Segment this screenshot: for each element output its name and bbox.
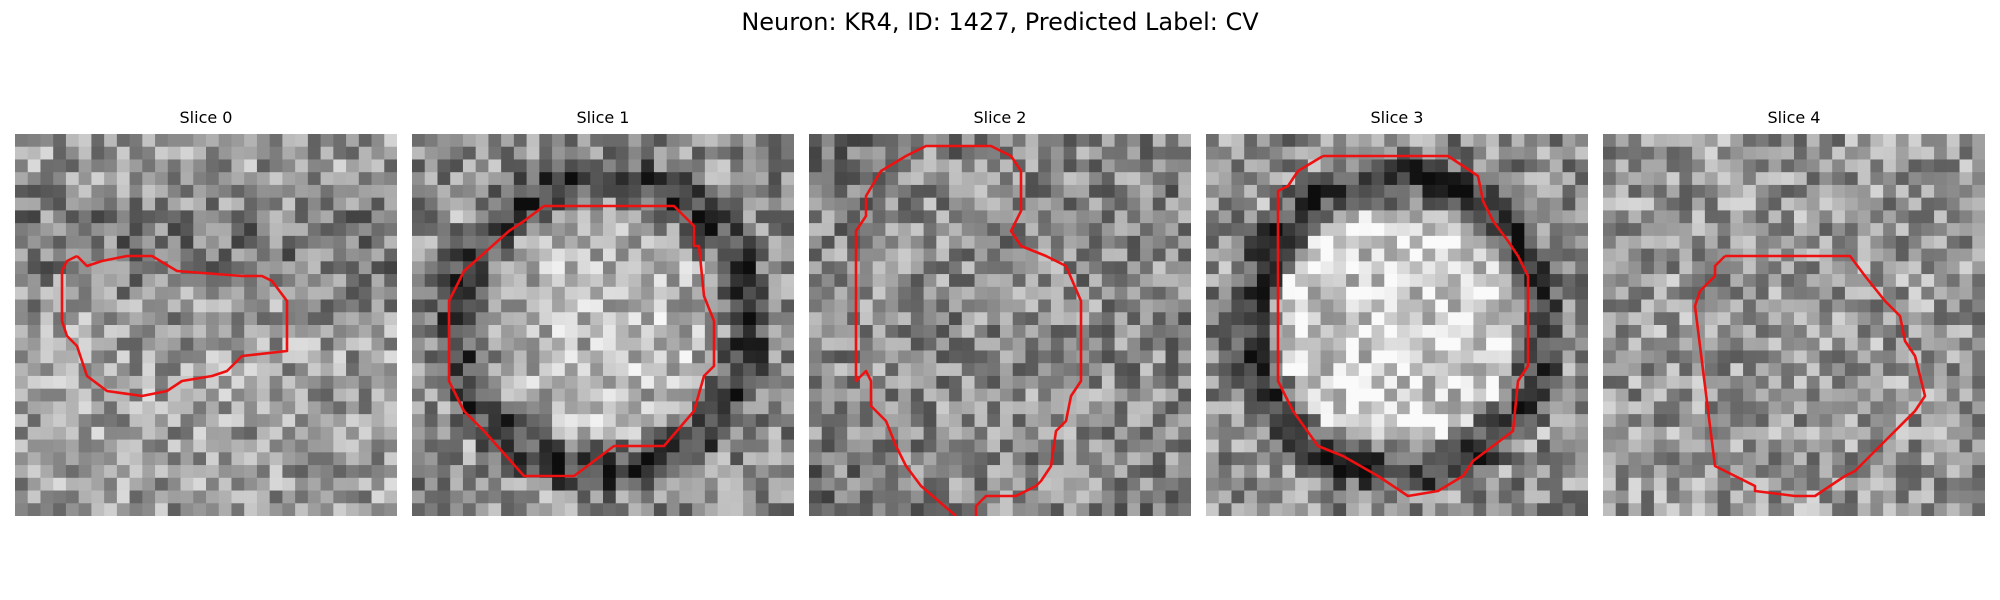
slice-image-1 [412,134,794,516]
slice-3-roi-contour [1276,154,1530,498]
slice-0-roi-contour [60,254,289,398]
slice-panel-1: Slice 1 [412,107,794,516]
slice-4-roi-contour [1693,254,1927,498]
figure-title: Neuron: KR4, ID: 1427, Predicted Label: … [741,8,1259,36]
slice-image-2 [809,134,1191,516]
slice-3-pixels [1206,134,1588,516]
slice-image-3 [1206,134,1588,516]
slice-panel-3: Slice 3 [1206,107,1588,516]
slice-image-4 [1603,134,1985,516]
slice-title-3: Slice 3 [1370,108,1424,127]
slice-image-0 [15,134,397,516]
slice-title-1: Slice 1 [576,108,630,127]
slice-title-4: Slice 4 [1767,108,1821,127]
slice-panel-0: Slice 0 [15,107,397,516]
slice-0-pixels [15,134,397,516]
slice-1-pixels [412,134,794,516]
slice-2-roi-contour [854,144,1083,516]
slice-4-pixels [1603,134,1985,516]
slice-panel-4: Slice 4 [1603,107,1985,516]
slice-2-pixels [809,134,1191,516]
slice-title-0: Slice 0 [179,108,233,127]
slice-panel-2: Slice 2 [809,107,1191,516]
slice-1-roi-contour [447,204,716,478]
slice-title-2: Slice 2 [973,108,1027,127]
